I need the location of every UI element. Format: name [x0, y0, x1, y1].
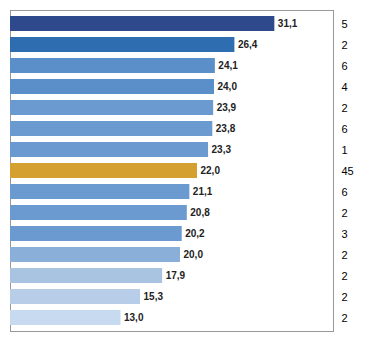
svg-text:17,9: 17,9 — [166, 270, 186, 281]
svg-text:2: 2 — [342, 312, 348, 324]
svg-text:23,3: 23,3 — [212, 144, 232, 155]
svg-text:2: 2 — [342, 102, 348, 114]
svg-text:5: 5 — [342, 18, 348, 30]
svg-text:3: 3 — [342, 228, 348, 240]
svg-text:20,0: 20,0 — [184, 249, 204, 260]
svg-text:45: 45 — [342, 165, 354, 177]
svg-text:24,0: 24,0 — [218, 81, 238, 92]
svg-text:2: 2 — [342, 207, 348, 219]
svg-text:2: 2 — [342, 249, 348, 261]
svg-text:23,9: 23,9 — [217, 102, 237, 113]
svg-text:2: 2 — [342, 39, 348, 51]
svg-text:1: 1 — [342, 144, 348, 156]
svg-text:6: 6 — [342, 60, 348, 72]
svg-text:15,3: 15,3 — [144, 291, 164, 302]
svg-text:31,1: 31,1 — [278, 18, 298, 29]
svg-text:6: 6 — [342, 123, 348, 135]
svg-text:2: 2 — [342, 270, 348, 282]
svg-text:6: 6 — [342, 186, 348, 198]
svg-text:4: 4 — [342, 81, 348, 93]
svg-text:22,0: 22,0 — [201, 165, 221, 176]
svg-text:20,2: 20,2 — [185, 228, 205, 239]
svg-text:21,1: 21,1 — [193, 186, 213, 197]
svg-text:20,8: 20,8 — [190, 207, 210, 218]
svg-text:2: 2 — [342, 291, 348, 303]
svg-text:13,0: 13,0 — [124, 312, 144, 323]
svg-text:26,4: 26,4 — [238, 39, 258, 50]
svg-text:24,1: 24,1 — [218, 60, 238, 71]
svg-text:23,8: 23,8 — [216, 123, 236, 134]
